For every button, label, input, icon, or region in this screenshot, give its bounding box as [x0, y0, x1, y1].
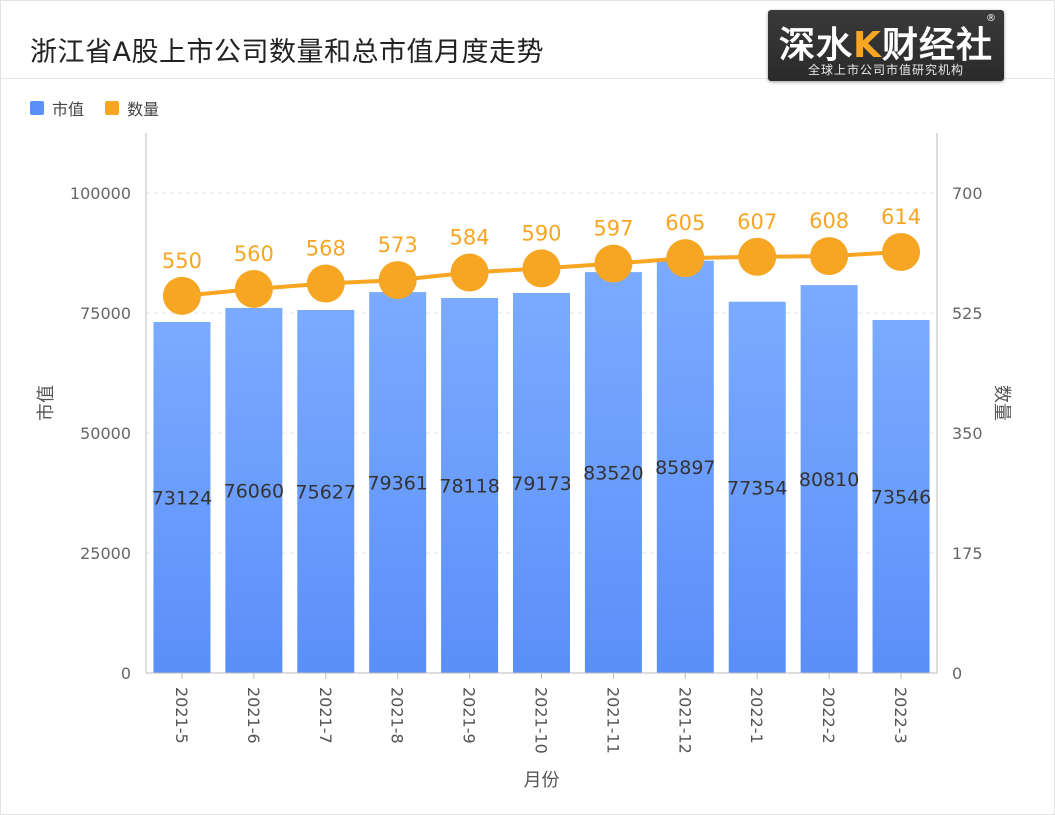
bar — [441, 298, 499, 673]
logo-wordmark: 深水K财经社 — [768, 16, 1004, 68]
legend-swatch-count — [105, 101, 120, 115]
bar-value-label: 73124 — [152, 488, 212, 510]
logo-registered-mark: ® — [986, 13, 996, 24]
line-point — [810, 237, 849, 276]
x-tick-label: 2022-1 — [747, 687, 766, 744]
line-value-label: 550 — [162, 249, 202, 273]
y-tick-label: 50000 — [80, 424, 131, 443]
line-point — [738, 237, 777, 276]
legend-label-count: 数量 — [127, 100, 160, 119]
y-tick-label: 0 — [121, 664, 131, 683]
x-tick-label: 2021-9 — [460, 687, 479, 744]
x-tick-label: 2021-6 — [244, 687, 263, 744]
y2-tick-label: 350 — [952, 424, 983, 443]
line-value-label: 568 — [306, 237, 346, 261]
bar-value-label: 83520 — [583, 463, 643, 485]
x-tick-label: 2022-3 — [891, 687, 910, 744]
y2-tick-label: 700 — [952, 184, 983, 203]
bar-series-market-value: 73124 76060 75627 79361 78118 79173 83520 85897… — [152, 260, 931, 673]
bar — [728, 301, 786, 673]
header-divider — [0, 78, 1055, 79]
line-value-label: 560 — [234, 242, 274, 266]
line-point — [234, 270, 273, 308]
x-tick-label: 2021-10 — [532, 687, 551, 754]
logo-k: K — [853, 25, 882, 66]
x-tick-label: 2021-12 — [675, 687, 694, 754]
bar — [153, 322, 211, 673]
y-tick-label: 25000 — [80, 544, 131, 563]
legend-item-count[interactable]: 数量 — [105, 96, 159, 120]
axes — [145, 133, 938, 679]
line-value-label: 597 — [593, 217, 633, 241]
bar — [369, 292, 427, 673]
line-value-label: 573 — [378, 233, 418, 257]
line-point — [594, 244, 633, 283]
y2-axis-title: 数量 — [991, 385, 1012, 421]
logo-tagline: 全球上市公司市值研究机构 — [807, 63, 964, 77]
bar-value-label: 77354 — [727, 477, 787, 499]
x-tick-label: 2021-11 — [603, 687, 622, 754]
legend-item-market-value[interactable]: 市值 — [30, 96, 84, 120]
y2-tick-label: 175 — [952, 544, 983, 563]
x-tick-label: 2021-8 — [388, 687, 407, 744]
y2-tick-label: 0 — [952, 664, 962, 683]
line-value-label: 605 — [665, 211, 705, 235]
y2-tick-label: 525 — [952, 304, 983, 323]
line-value-label: 614 — [881, 205, 921, 229]
x-axis-title: 月份 — [524, 770, 560, 791]
legend-swatch-market-value — [30, 101, 44, 115]
brand-logo: 深水K财经社 ® 全球上市公司市值研究机构 — [768, 10, 1004, 81]
line-series-count: 550 560 568 573 584 590 597 605 607 608 614 — [162, 205, 921, 315]
axis-labels: 0 25000 50000 75000 100000 0 175 350 525 700 2021-… — [36, 184, 1012, 791]
x-tick-label: 2021-5 — [172, 687, 191, 744]
line-point — [666, 239, 705, 278]
bar — [297, 309, 355, 673]
line-value-label: 590 — [521, 221, 561, 245]
logo-prefix: 深水 — [779, 25, 854, 66]
line-point — [378, 261, 417, 300]
bar — [656, 260, 714, 673]
bar — [225, 307, 283, 673]
y-tick-label: 75000 — [80, 304, 131, 323]
x-tick-label: 2021-7 — [316, 687, 335, 744]
bar-value-label: 75627 — [296, 481, 356, 503]
logo-suffix: 财经社 — [881, 25, 993, 66]
bar — [513, 292, 570, 673]
line-point — [162, 276, 201, 315]
line-value-label: 584 — [450, 226, 490, 250]
bar — [800, 285, 858, 673]
bar-value-label: 78118 — [439, 476, 499, 498]
legend-label-market-value: 市值 — [52, 100, 85, 119]
line-value-label: 607 — [737, 210, 777, 234]
bar-value-label: 79361 — [367, 473, 427, 495]
x-tick-label: 2022-2 — [819, 687, 838, 744]
bar-value-label: 73546 — [871, 486, 931, 508]
y-axis-title: 市值 — [36, 385, 57, 421]
line-point — [522, 249, 561, 288]
line-value-label: 608 — [809, 209, 849, 233]
bar — [872, 319, 930, 673]
bar-value-label: 80810 — [799, 469, 859, 491]
line-point — [306, 264, 345, 303]
line-point — [450, 253, 489, 292]
bar-value-label: 76060 — [224, 480, 284, 502]
bar — [584, 272, 642, 673]
y-tick-label: 100000 — [70, 184, 131, 203]
line-point — [882, 232, 921, 271]
bar-value-label: 85897 — [655, 457, 715, 479]
chart-legend[interactable]: 市值 数量 — [30, 96, 175, 120]
bar-value-label: 79173 — [511, 473, 571, 495]
chart-title: 浙江省A股上市公司数量和总市值月度走势 — [30, 37, 544, 68]
